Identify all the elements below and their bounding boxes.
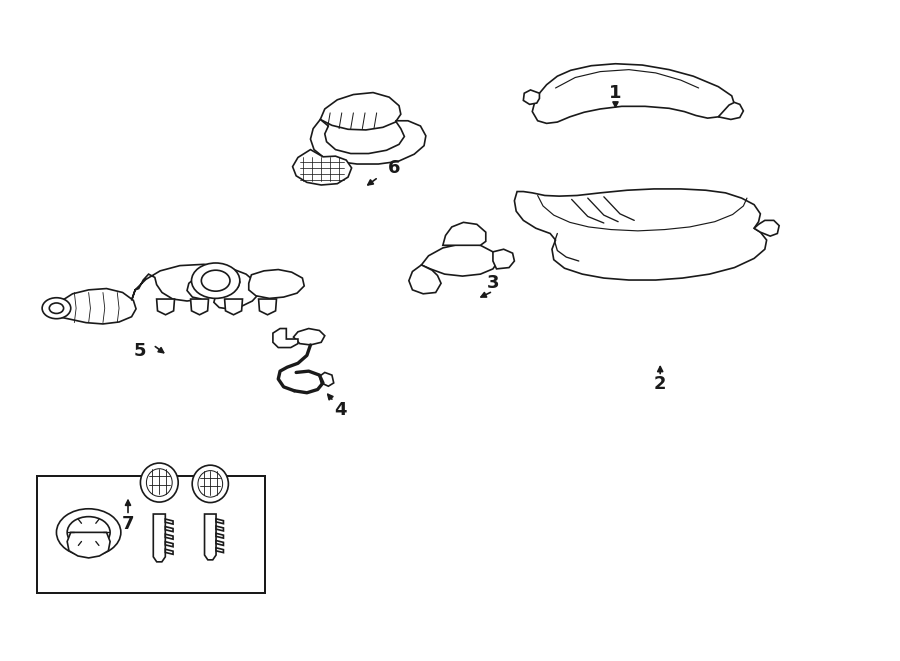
Polygon shape	[515, 189, 767, 280]
Text: 5: 5	[133, 342, 146, 360]
Polygon shape	[216, 533, 223, 538]
Polygon shape	[166, 542, 173, 547]
Polygon shape	[320, 372, 334, 386]
Polygon shape	[153, 514, 166, 562]
Polygon shape	[532, 63, 734, 124]
Polygon shape	[258, 299, 276, 315]
Polygon shape	[216, 526, 223, 531]
Text: 1: 1	[609, 84, 622, 102]
Text: 3: 3	[487, 274, 500, 292]
Circle shape	[202, 270, 230, 292]
Ellipse shape	[147, 469, 172, 496]
Polygon shape	[166, 527, 173, 531]
Circle shape	[68, 517, 110, 548]
Polygon shape	[754, 220, 779, 236]
Polygon shape	[166, 549, 173, 555]
Text: 7: 7	[122, 515, 134, 533]
Circle shape	[42, 297, 71, 319]
Polygon shape	[166, 534, 173, 539]
Text: 6: 6	[388, 159, 400, 177]
Polygon shape	[493, 249, 515, 269]
Ellipse shape	[140, 463, 178, 502]
Polygon shape	[216, 541, 223, 545]
Polygon shape	[216, 548, 223, 553]
Polygon shape	[216, 519, 223, 524]
Polygon shape	[166, 519, 173, 524]
Polygon shape	[273, 329, 298, 348]
Circle shape	[57, 509, 121, 556]
Polygon shape	[718, 102, 743, 120]
Polygon shape	[523, 90, 539, 104]
Ellipse shape	[198, 471, 222, 497]
Polygon shape	[248, 270, 304, 298]
Circle shape	[192, 263, 239, 298]
Polygon shape	[68, 532, 110, 558]
Polygon shape	[225, 299, 242, 315]
Polygon shape	[131, 264, 259, 309]
Polygon shape	[409, 265, 441, 293]
Polygon shape	[52, 289, 136, 324]
Polygon shape	[293, 329, 325, 345]
Circle shape	[50, 303, 64, 313]
Polygon shape	[157, 299, 175, 315]
Polygon shape	[310, 120, 426, 164]
Polygon shape	[204, 514, 216, 560]
Polygon shape	[443, 222, 486, 245]
Polygon shape	[320, 93, 400, 130]
Polygon shape	[421, 244, 499, 276]
Polygon shape	[292, 149, 352, 185]
Bar	[37, 476, 265, 593]
Text: 2: 2	[654, 375, 666, 393]
Text: 4: 4	[335, 401, 347, 420]
Ellipse shape	[193, 465, 229, 502]
Polygon shape	[191, 299, 209, 315]
